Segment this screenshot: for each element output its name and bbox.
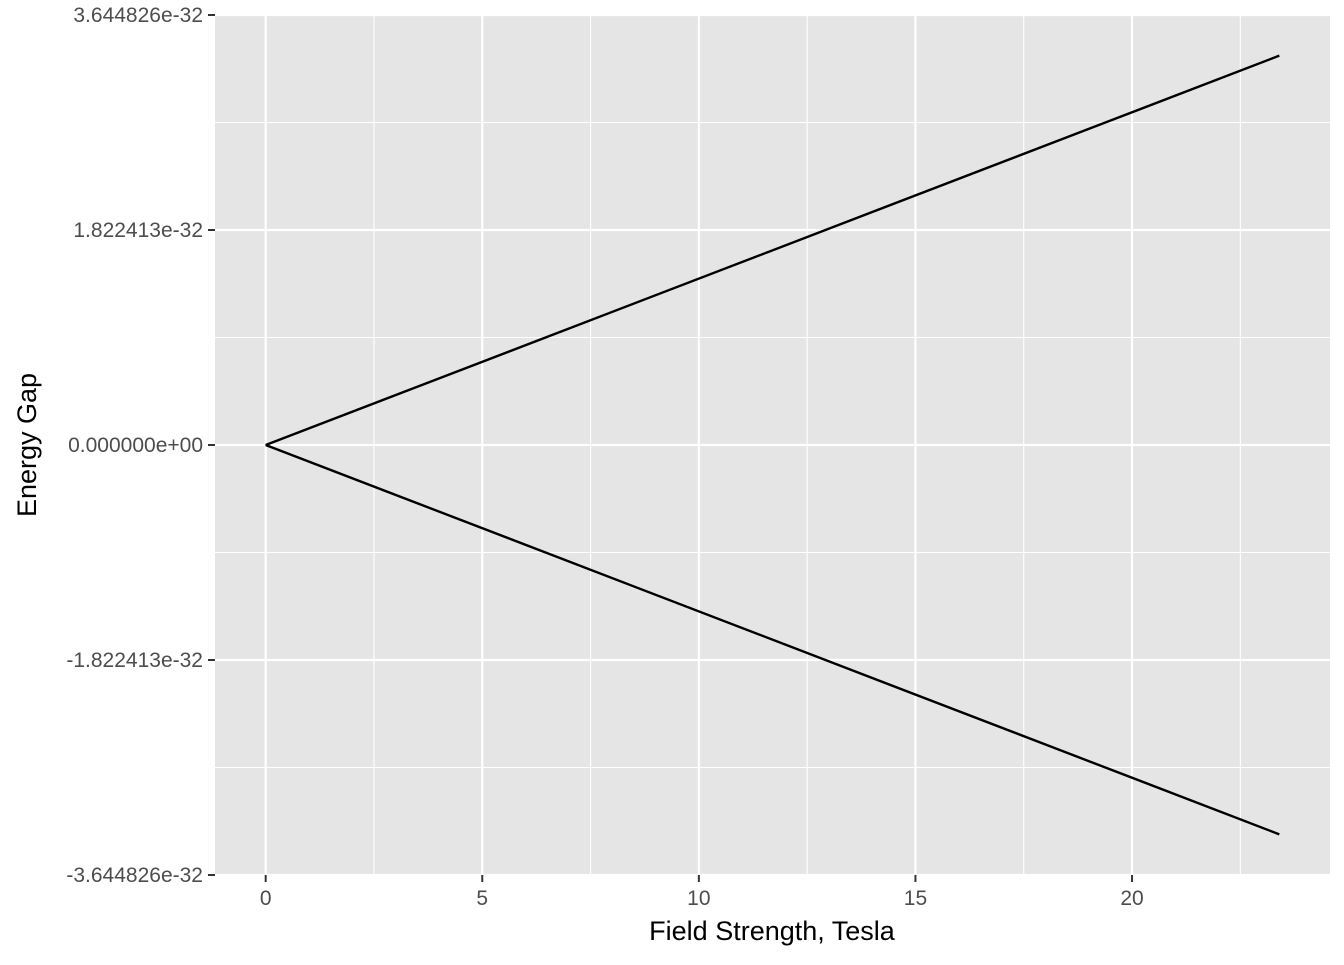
y-axis-label: Energy Gap — [12, 373, 42, 517]
y-tick-label: -3.644826e-32 — [66, 864, 203, 887]
x-tick-label: 5 — [476, 887, 488, 910]
series-layer — [265, 54, 1280, 836]
x-tick-label: 20 — [1120, 887, 1143, 910]
x-tick-label: 10 — [687, 887, 710, 910]
x-axis: 0 5 10 15 20 — [260, 875, 1144, 910]
y-tick-label: 1.822413e-32 — [73, 219, 203, 242]
x-axis-label: Field Strength, Tesla — [649, 916, 896, 946]
y-tick-label: -1.822413e-32 — [66, 649, 203, 672]
series-line-2 — [265, 443, 1280, 836]
x-tick-label: 15 — [904, 887, 927, 910]
y-tick-label: 3.644826e-32 — [73, 4, 203, 27]
series-line-1 — [265, 54, 1280, 447]
x-tick-label: 0 — [260, 887, 272, 910]
y-axis: -3.644826e-32 -1.822413e-32 0.000000e+00 1.… — [66, 4, 215, 887]
y-tick-label: 0.000000e+00 — [68, 434, 203, 457]
